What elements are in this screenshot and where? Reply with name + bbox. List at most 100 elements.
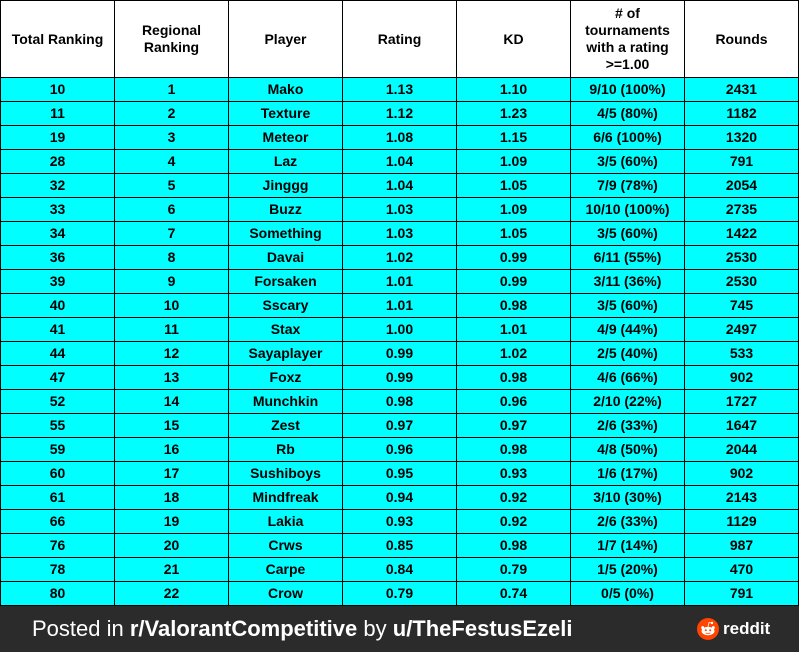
table-cell: 28 <box>0 149 115 174</box>
table-cell: 1.01 <box>342 293 457 318</box>
table-cell: Mindfreak <box>228 485 343 510</box>
table-cell: 2143 <box>684 485 799 510</box>
table-cell: 0.99 <box>456 269 571 294</box>
table-cell: Sayaplayer <box>228 341 343 366</box>
table-cell: 1.08 <box>342 125 457 150</box>
table-cell: Texture <box>228 101 343 126</box>
table-cell: Jinggg <box>228 173 343 198</box>
table-cell: 4/6 (66%) <box>570 365 685 390</box>
table-cell: 7/9 (78%) <box>570 173 685 198</box>
table-cell: 21 <box>114 557 229 582</box>
table-cell: 15 <box>114 413 229 438</box>
table-cell: 1.02 <box>456 341 571 366</box>
table-cell: 902 <box>684 461 799 486</box>
table-cell: 0.98 <box>456 365 571 390</box>
header-cell: Rating <box>342 0 457 78</box>
table-cell: Stax <box>228 317 343 342</box>
table-cell: 66 <box>0 509 115 534</box>
table-cell: Meteor <box>228 125 343 150</box>
reddit-logo <box>697 618 719 640</box>
table-cell: 9/10 (100%) <box>570 77 685 102</box>
table-cell: 34 <box>0 221 115 246</box>
subreddit-link[interactable]: r/ValorantCompetitive <box>129 616 358 641</box>
table-cell: 1.05 <box>456 221 571 246</box>
table-row: 40 10 Sscary 1.01 0.98 3/5 (60%) 745 <box>0 293 799 318</box>
table-cell: 1.09 <box>456 149 571 174</box>
table-cell: 80 <box>0 581 115 606</box>
table-cell: 7 <box>114 221 229 246</box>
table-cell: 16 <box>114 437 229 462</box>
table-cell: 0.94 <box>342 485 457 510</box>
table-cell: 2530 <box>684 245 799 270</box>
table-cell: 1.01 <box>456 317 571 342</box>
table-row: 34 7 Something 1.03 1.05 3/5 (60%) 1422 <box>0 221 799 246</box>
table-row: 32 5 Jinggg 1.04 1.05 7/9 (78%) 2054 <box>0 173 799 198</box>
table-cell: 4 <box>114 149 229 174</box>
table-cell: 0.98 <box>456 293 571 318</box>
header-cell: Regional Ranking <box>114 0 229 78</box>
table-cell: 0.98 <box>456 533 571 558</box>
table-cell: 1320 <box>684 125 799 150</box>
table-row: 10 1 Mako 1.13 1.10 9/10 (100%) 2431 <box>0 77 799 102</box>
header-row: Total Ranking Regional Ranking Player Ratin… <box>0 0 799 78</box>
table-row: 39 9 Forsaken 1.01 0.99 3/11 (36%) 2530 <box>0 269 799 294</box>
table-cell: Lakia <box>228 509 343 534</box>
table-cell: 0.93 <box>342 509 457 534</box>
table-container: Total Ranking Regional Ranking Player Ratin… <box>0 0 799 606</box>
table-cell: 4/8 (50%) <box>570 437 685 462</box>
table-cell: 2735 <box>684 197 799 222</box>
table-row: 28 4 Laz 1.04 1.09 3/5 (60%) 791 <box>0 149 799 174</box>
table-cell: 0/5 (0%) <box>570 581 685 606</box>
table-cell: 1.10 <box>456 77 571 102</box>
table-cell: 0.98 <box>456 437 571 462</box>
header-cell: Rounds <box>684 0 799 78</box>
table-cell: 1.04 <box>342 173 457 198</box>
table-cell: 1129 <box>684 509 799 534</box>
table-row: 19 3 Meteor 1.08 1.15 6/6 (100%) 1320 <box>0 125 799 150</box>
header-cell: KD <box>456 0 571 78</box>
table-row: 59 16 Rb 0.96 0.98 4/8 (50%) 2044 <box>0 437 799 462</box>
table-cell: 4/5 (80%) <box>570 101 685 126</box>
reddit-brand[interactable]: reddit <box>697 617 770 641</box>
table-cell: 18 <box>114 485 229 510</box>
table-cell: Foxz <box>228 365 343 390</box>
table-cell: 20 <box>114 533 229 558</box>
table-row: 36 8 Davai 1.02 0.99 6/11 (55%) 2530 <box>0 245 799 270</box>
table-cell: 1647 <box>684 413 799 438</box>
table-cell: 0.79 <box>456 557 571 582</box>
table-cell: 6/11 (55%) <box>570 245 685 270</box>
table-cell: 0.96 <box>342 437 457 462</box>
table-row: 78 21 Carpe 0.84 0.79 1/5 (20%) 470 <box>0 557 799 582</box>
table-cell: Crow <box>228 581 343 606</box>
table-cell: 11 <box>0 101 115 126</box>
table-cell: 19 <box>0 125 115 150</box>
table-cell: 78 <box>0 557 115 582</box>
table-cell: 0.95 <box>342 461 457 486</box>
table-cell: 0.99 <box>456 245 571 270</box>
table-row: 60 17 Sushiboys 0.95 0.93 1/6 (17%) 902 <box>0 461 799 486</box>
table-cell: 1.03 <box>342 197 457 222</box>
table-cell: Zest <box>228 413 343 438</box>
table-cell: 1.15 <box>456 125 571 150</box>
table-cell: 8 <box>114 245 229 270</box>
table-cell: 1.05 <box>456 173 571 198</box>
table-row: 76 20 Crws 0.85 0.98 1/7 (14%) 987 <box>0 533 799 558</box>
table-row: 80 22 Crow 0.79 0.74 0/5 (0%) 791 <box>0 581 799 606</box>
table-cell: 0.97 <box>456 413 571 438</box>
table-cell: 6/6 (100%) <box>570 125 685 150</box>
user-link[interactable]: u/TheFestusEzeli <box>392 616 573 641</box>
table-row: 55 15 Zest 0.97 0.97 2/6 (33%) 1647 <box>0 413 799 438</box>
table-cell: 902 <box>684 365 799 390</box>
footer-prefix: Posted in <box>32 616 124 641</box>
table-cell: 2/6 (33%) <box>570 413 685 438</box>
rankings-table: Total Ranking Regional Ranking Player Ratin… <box>0 0 799 606</box>
table-cell: 0.92 <box>456 485 571 510</box>
table-cell: 2530 <box>684 269 799 294</box>
table-cell: 59 <box>0 437 115 462</box>
header-cell: Total Ranking <box>0 0 115 78</box>
table-cell: 5 <box>114 173 229 198</box>
table-cell: 0.98 <box>342 389 457 414</box>
table-cell: 55 <box>0 413 115 438</box>
table-cell: 0.96 <box>456 389 571 414</box>
table-cell: Carpe <box>228 557 343 582</box>
